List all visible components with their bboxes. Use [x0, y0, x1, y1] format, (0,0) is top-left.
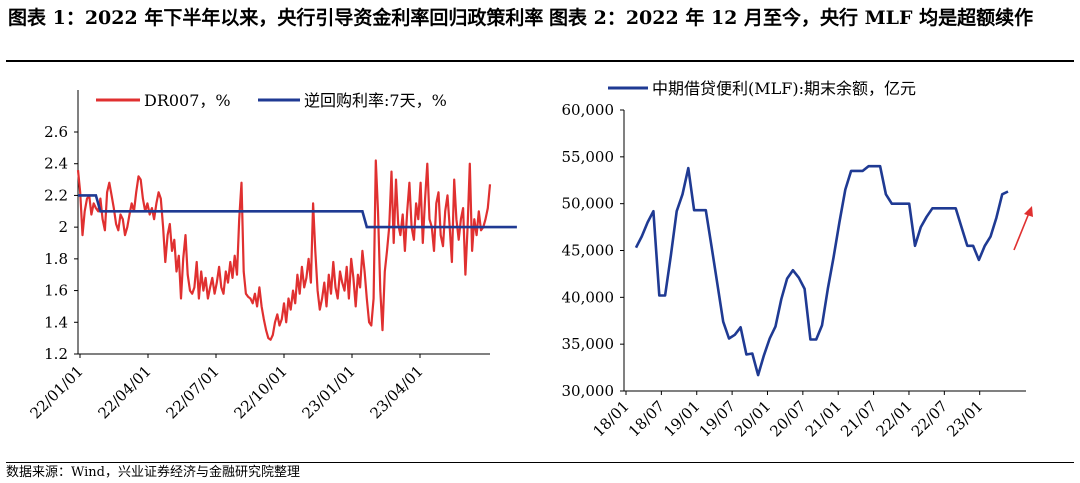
x-tick-label: 20/01: [731, 397, 774, 440]
x-tick-label: 22/01: [872, 397, 915, 440]
x-tick-label: 23/01: [943, 397, 986, 440]
y-tick-label: 40,000: [562, 288, 615, 306]
chart-left: 1.21.41.61.822.22.42.622/01/01 22/04/01 22…: [26, 90, 517, 422]
y-tick-label: 50,000: [562, 195, 615, 213]
arrow-annotation-shaft: [1013, 212, 1030, 251]
figure-title-left: 图表 1：2022 年下半年以来，央行引导资金利率回归政策利率: [8, 7, 544, 29]
figure-title-right: 图表 2：2022 年 12 月至今，央行 MLF 均是超额续作: [549, 7, 1034, 29]
y-tick-label: 2.2: [44, 186, 68, 204]
legend-label-mlf: 中期借贷便利(MLF):期末余额，亿元: [652, 79, 916, 98]
y-tick-label: 1.2: [44, 345, 68, 363]
arrow-annotation-head: [1024, 206, 1033, 217]
legend-label-dr007: DR007，%: [144, 91, 231, 110]
y-tick-label: 35,000: [562, 335, 615, 353]
x-tick-label: 21/07: [837, 397, 880, 440]
y-tick-label: 1.4: [44, 313, 68, 331]
bottom-rule: [6, 462, 1074, 463]
title-row: 图表 1：2022 年下半年以来，央行引导资金利率回归政策利率 图表 2：202…: [8, 4, 1074, 60]
y-tick-label: 60,000: [562, 101, 615, 119]
top-rule: [6, 60, 1074, 62]
x-tick-label: 20/07: [766, 397, 809, 440]
y-tick-label: 2.6: [44, 123, 68, 141]
y-tick-label: 55,000: [562, 148, 615, 166]
x-tick-label: 18/01: [590, 397, 633, 440]
series-line-mlf: [634, 164, 1009, 377]
y-tick-label: 1.8: [44, 250, 68, 268]
x-tick-label: 23/04/01: [366, 362, 426, 422]
x-tick-label: 22/07: [908, 397, 951, 440]
x-tick-label: 23/01/01: [298, 362, 358, 422]
x-tick-label: 18/07: [625, 397, 668, 440]
y-tick-label: 45,000: [562, 242, 615, 260]
x-tick-label: 21/01: [802, 397, 845, 440]
y-tick-label: 30,000: [562, 382, 615, 400]
chart-right: 30,000 35,000 40,000 45,000 50,000 55,000 60,0…: [562, 79, 1033, 440]
source-note: 数据来源：Wind，兴业证券经济与金融研究院整理: [6, 465, 300, 480]
x-tick-label: 22/01/01: [26, 362, 86, 422]
x-tick-label: 22/10/01: [230, 362, 290, 422]
y-tick-label: 1.6: [44, 282, 68, 300]
x-tick-label: 19/01: [660, 397, 703, 440]
series-line-reverse-repo: [78, 194, 517, 229]
legend-label-reverse-repo: 逆回购利率:7天，%: [304, 91, 447, 110]
x-tick-label: 19/07: [696, 397, 739, 440]
x-tick-label: 22/04/01: [94, 362, 154, 422]
series-line-dr007: [76, 159, 492, 341]
x-tick-label: 22/07/01: [162, 362, 222, 422]
y-tick-label: 2: [58, 218, 68, 236]
y-tick-label: 2.4: [44, 155, 68, 173]
